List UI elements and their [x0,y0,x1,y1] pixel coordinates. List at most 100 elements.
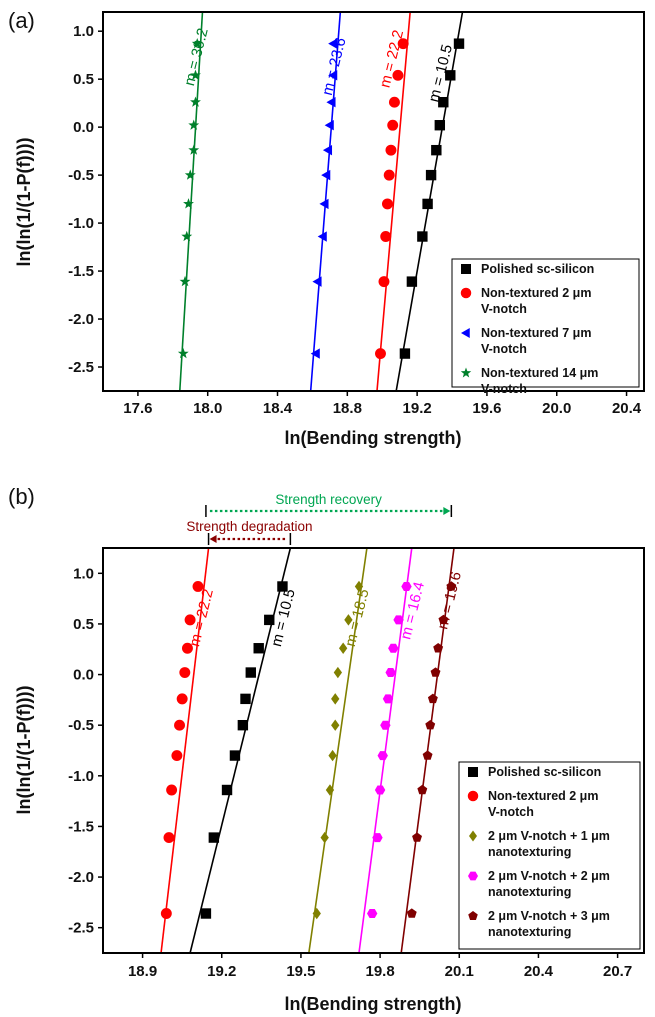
data-point-a-2-3 [319,198,329,210]
x-tick-label-b-1: 19.2 [207,963,236,980]
x-tick-label-b-4: 20.1 [445,963,474,980]
data-point-b-4-9 [446,581,457,591]
data-point-a-1-6 [387,119,399,131]
legend-marker-b-3 [468,871,478,881]
chart-b: (b) Strength recovery Strength degradatio… [8,484,645,1014]
legend-label-b-1: Non-textured 2 μm V-notch [488,789,598,819]
y-tick-label-a-6: -2.0 [68,311,94,328]
data-point-b-2-6 [333,666,343,679]
weibull-modulus-label-a-2: m = 23.6 [319,36,350,97]
data-point-b-3-6 [385,668,396,678]
data-point-b-4-8 [438,614,449,625]
legend-marker-a-3 [460,367,472,378]
data-point-b-2-4 [331,719,340,731]
weibull-modulus-label-b-3: m = 16.4 [397,580,428,641]
y-tick-label-b-0: 1.0 [73,565,94,582]
x-tick-label-a-7: 20.4 [612,400,642,417]
data-point-a-1-4 [383,169,395,181]
x-axis-label-a: ln(Bending strength) [285,428,462,448]
x-axis-label-b: ln(Bending strength) [285,994,462,1014]
data-point-b-3-2 [374,785,386,795]
x-tick-label-a-3: 18.8 [333,400,362,417]
data-point-a-0-0 [399,348,411,359]
data-point-b-2-2 [325,784,335,796]
y-tick-label-b-2: 0.0 [73,667,94,684]
data-point-a-3-3 [183,198,194,209]
fit-line-b-1 [160,548,210,953]
y-tick-label-a-1: 0.5 [73,71,94,88]
data-point-a-2-7 [326,96,336,108]
x-tick-label-a-4: 19.2 [403,400,432,417]
data-point-b-0-7 [253,643,264,654]
data-point-b-1-5 [176,693,188,705]
weibull-modulus-label-b-4: m = 19.6 [434,570,465,631]
data-point-b-4-4 [425,719,436,730]
data-point-a-2-6 [324,120,334,131]
data-point-b-1-1 [163,832,175,844]
y-tick-label-a-4: -1.0 [68,215,94,232]
legend-label-a-0: Polished sc-silicon [481,262,594,276]
data-point-a-1-2 [380,231,392,242]
data-point-a-0-3 [422,198,433,210]
fit-line-b-2 [308,548,368,953]
data-point-b-4-2 [417,784,428,795]
data-point-a-2-1 [312,276,322,287]
data-point-b-1-8 [184,614,196,626]
data-point-b-4-3 [422,750,433,760]
legend-label-b-2: 2 μm V-notch + 1 μm nanotexturing [488,829,610,859]
y-tick-label-b-7: -2.5 [68,920,94,937]
data-point-a-0-7 [438,96,449,108]
legend-label-a-3: Non-textured 14 μm V-notch [481,366,598,396]
x-tick-label-a-5: 19.6 [472,400,501,417]
data-point-b-4-0 [406,908,417,918]
y-axis-label-a: ln(ln(1/(1-P(f)))) [14,138,34,267]
data-point-a-1-9 [397,38,409,50]
data-point-a-3-8 [190,69,201,80]
x-tick-label-b-5: 20.4 [524,963,554,980]
data-point-b-1-4 [174,719,185,731]
data-point-a-3-1 [179,275,191,287]
y-tick-label-a-7: -2.5 [68,359,94,376]
annotation-arrowhead-1 [209,535,217,543]
y-tick-label-a-0: 1.0 [73,23,94,40]
x-tick-label-b-6: 20.7 [603,963,632,980]
data-point-b-4-5 [427,693,438,704]
data-point-b-2-1 [320,831,329,844]
y-tick-label-b-1: 0.5 [73,616,94,633]
data-point-a-1-5 [385,144,397,156]
data-point-a-2-8 [328,70,338,81]
legend-box-b [458,761,641,950]
data-point-b-3-9 [401,581,412,591]
data-point-b-3-5 [382,694,394,704]
legend-label-b-3: 2 μm V-notch + 2 μm nanotexturing [488,869,610,899]
legend-a: Polished sc-silicon Non-textured 2 μm V-no… [451,258,640,396]
y-tick-label-b-6: -2.0 [68,869,94,886]
data-point-b-4-6 [430,667,441,677]
data-point-b-0-9 [277,581,288,592]
data-point-a-1-8 [392,69,404,81]
x-tick-label-b-0: 18.9 [128,963,157,980]
panel-label-a: (a) [8,8,35,33]
data-point-a-0-6 [434,120,446,131]
data-point-b-0-5 [240,693,251,705]
legend-label-b-4: 2 μm V-notch + 3 μm nanotexturing [488,909,610,939]
fit-line-a-1 [376,12,411,391]
y-tick-label-b-4: -1.0 [68,768,94,785]
legend-marker-b-4 [468,911,478,921]
annotation-label-1: Strength degradation [186,519,312,534]
data-point-b-0-1 [208,832,220,843]
data-point-b-4-1 [412,832,422,842]
legend-marker-a-0 [461,264,471,274]
data-point-b-0-6 [245,667,256,678]
data-point-b-1-7 [181,642,193,654]
data-point-b-2-5 [331,693,340,705]
annotations-b: Strength recovery Strength degradation [186,492,453,545]
annotation-label-0: Strength recovery [275,492,382,507]
x-tick-label-a-0: 17.6 [123,400,152,417]
x-tick-label-b-2: 19.5 [286,963,315,980]
x-tick-label-a-6: 20.0 [542,400,571,417]
data-point-b-3-8 [393,615,404,625]
chart-a: (a) 17.6 18.0 18.4 18.8 19.2 19.6 20.0 20.4 1.0 0… [8,8,645,448]
data-point-a-2-4 [321,169,331,181]
